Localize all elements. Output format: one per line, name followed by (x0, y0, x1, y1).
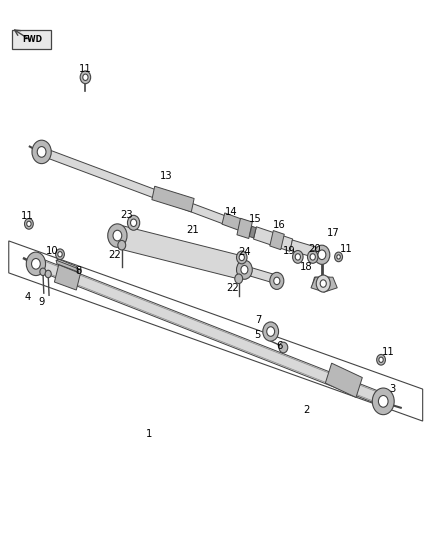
Polygon shape (243, 265, 277, 284)
Text: 22: 22 (226, 283, 239, 293)
Circle shape (56, 249, 64, 260)
Circle shape (27, 221, 31, 227)
Circle shape (318, 250, 326, 260)
Circle shape (239, 254, 244, 261)
Circle shape (379, 357, 383, 362)
Text: 11: 11 (21, 211, 34, 221)
Circle shape (267, 327, 275, 336)
Circle shape (235, 274, 243, 284)
Polygon shape (40, 260, 378, 403)
Circle shape (372, 388, 394, 415)
Text: 3: 3 (389, 384, 395, 394)
Circle shape (25, 219, 33, 229)
Text: 5: 5 (254, 330, 260, 340)
Text: 18: 18 (300, 262, 313, 271)
Polygon shape (237, 219, 252, 238)
Polygon shape (311, 277, 337, 292)
Polygon shape (312, 277, 332, 287)
Text: 17: 17 (326, 229, 339, 238)
Text: 6: 6 (276, 342, 282, 351)
Text: 20: 20 (308, 245, 321, 254)
Circle shape (314, 245, 330, 264)
Circle shape (307, 251, 318, 263)
Circle shape (316, 275, 330, 292)
Text: 16: 16 (273, 220, 286, 230)
Circle shape (58, 252, 62, 257)
Text: 1: 1 (146, 430, 152, 439)
Polygon shape (254, 227, 293, 252)
Polygon shape (270, 231, 284, 249)
Polygon shape (119, 225, 245, 280)
Circle shape (335, 252, 343, 262)
Text: 7: 7 (255, 315, 261, 325)
Circle shape (40, 268, 46, 276)
Text: 2: 2 (304, 406, 310, 415)
Text: 11: 11 (339, 245, 353, 254)
Polygon shape (54, 262, 81, 290)
Circle shape (337, 255, 340, 259)
Circle shape (270, 272, 284, 289)
Circle shape (279, 342, 288, 353)
Circle shape (237, 251, 247, 264)
Circle shape (310, 254, 315, 260)
Text: 13: 13 (160, 171, 173, 181)
Circle shape (295, 254, 300, 260)
Circle shape (241, 265, 248, 274)
Polygon shape (152, 186, 194, 212)
Text: 11: 11 (382, 347, 395, 357)
Text: 23: 23 (121, 210, 133, 220)
Circle shape (37, 147, 46, 157)
Text: 4: 4 (25, 292, 31, 302)
Circle shape (237, 260, 252, 279)
Circle shape (131, 219, 137, 227)
Circle shape (320, 280, 326, 287)
Circle shape (377, 354, 385, 365)
Polygon shape (56, 260, 78, 272)
Text: 21: 21 (186, 225, 199, 235)
Circle shape (127, 215, 140, 230)
Circle shape (113, 230, 122, 241)
Circle shape (118, 240, 126, 250)
Text: 8: 8 (76, 266, 82, 276)
Circle shape (45, 270, 51, 278)
Circle shape (108, 224, 127, 247)
Text: 11: 11 (79, 64, 92, 74)
Circle shape (80, 71, 91, 84)
FancyBboxPatch shape (12, 30, 51, 49)
Text: 24: 24 (238, 247, 251, 257)
Circle shape (378, 395, 388, 407)
Text: 22: 22 (108, 250, 121, 260)
Polygon shape (290, 240, 321, 259)
Polygon shape (49, 150, 229, 225)
Circle shape (32, 259, 40, 269)
Circle shape (26, 252, 46, 276)
Text: 10: 10 (46, 246, 59, 255)
Text: FWD: FWD (22, 35, 42, 44)
Circle shape (32, 140, 51, 164)
Circle shape (83, 74, 88, 80)
Polygon shape (325, 363, 362, 398)
Text: 9: 9 (39, 297, 45, 307)
Circle shape (263, 322, 279, 341)
Polygon shape (57, 259, 79, 273)
Text: 14: 14 (225, 207, 237, 217)
Text: 19: 19 (283, 246, 296, 255)
Circle shape (293, 251, 303, 263)
Polygon shape (249, 226, 256, 238)
Circle shape (274, 277, 280, 285)
Polygon shape (222, 213, 251, 234)
Text: 15: 15 (249, 214, 262, 223)
